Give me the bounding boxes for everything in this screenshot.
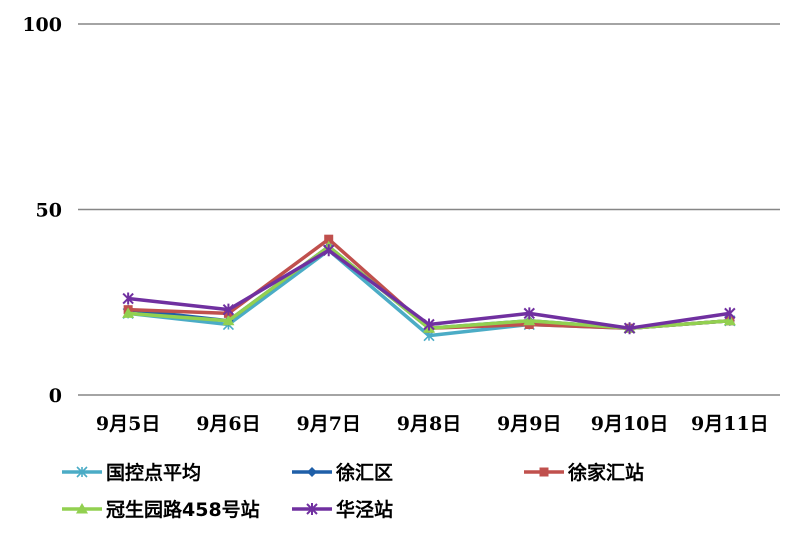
data-point (122, 292, 134, 305)
legend-item: 冠生园路458号站 (62, 498, 260, 521)
legend-item: 徐汇区 (292, 461, 393, 484)
data-point (307, 467, 317, 477)
data-point (724, 307, 736, 320)
data-point (539, 467, 549, 477)
series-star (122, 244, 736, 335)
series-group (122, 234, 736, 342)
data-point (76, 503, 88, 514)
data-point (222, 314, 235, 326)
series-line (128, 244, 730, 330)
x-tick-label: 9月5日 (96, 413, 160, 435)
data-point (623, 322, 636, 335)
y-tick-label: 50 (36, 200, 62, 222)
legend-label: 国控点平均 (106, 461, 201, 484)
legend-item: 国控点平均 (62, 461, 201, 484)
legend-item: 华泾站 (292, 498, 393, 521)
y-axis-ticks: 0 50 100 (22, 14, 62, 407)
data-point (523, 307, 535, 320)
data-point (323, 244, 335, 257)
legend-label: 冠生园路458号站 (106, 498, 260, 521)
gridlines (78, 23, 780, 396)
data-point (523, 314, 536, 326)
x-axis-ticks: 9月5日 9月6日 9月7日 9月8日 9月9日 9月10日 9月11日 (96, 413, 769, 435)
x-tick-label: 9月11日 (691, 413, 769, 435)
data-point (423, 318, 435, 331)
data-point (222, 303, 235, 316)
x-tick-label: 9月9日 (497, 413, 561, 435)
x-tick-label: 9月6日 (196, 413, 260, 435)
x-tick-label: 9月7日 (296, 413, 360, 435)
data-point (723, 314, 736, 326)
x-tick-label: 9月8日 (397, 413, 461, 435)
legend-label: 徐汇区 (335, 461, 393, 484)
y-tick-label: 100 (22, 14, 62, 36)
legend-label: 华泾站 (336, 498, 393, 521)
series-line (127, 244, 730, 330)
legend-item: 徐家汇站 (524, 461, 644, 484)
data-point (324, 234, 334, 244)
data-point (122, 307, 135, 318)
data-point (306, 503, 318, 515)
y-tick-label: 0 (49, 385, 62, 407)
x-tick-label: 9月10日 (591, 413, 669, 435)
legend-label: 徐家汇站 (567, 461, 644, 484)
series-line (128, 237, 730, 330)
series-line (127, 248, 731, 330)
data-point (76, 466, 88, 478)
